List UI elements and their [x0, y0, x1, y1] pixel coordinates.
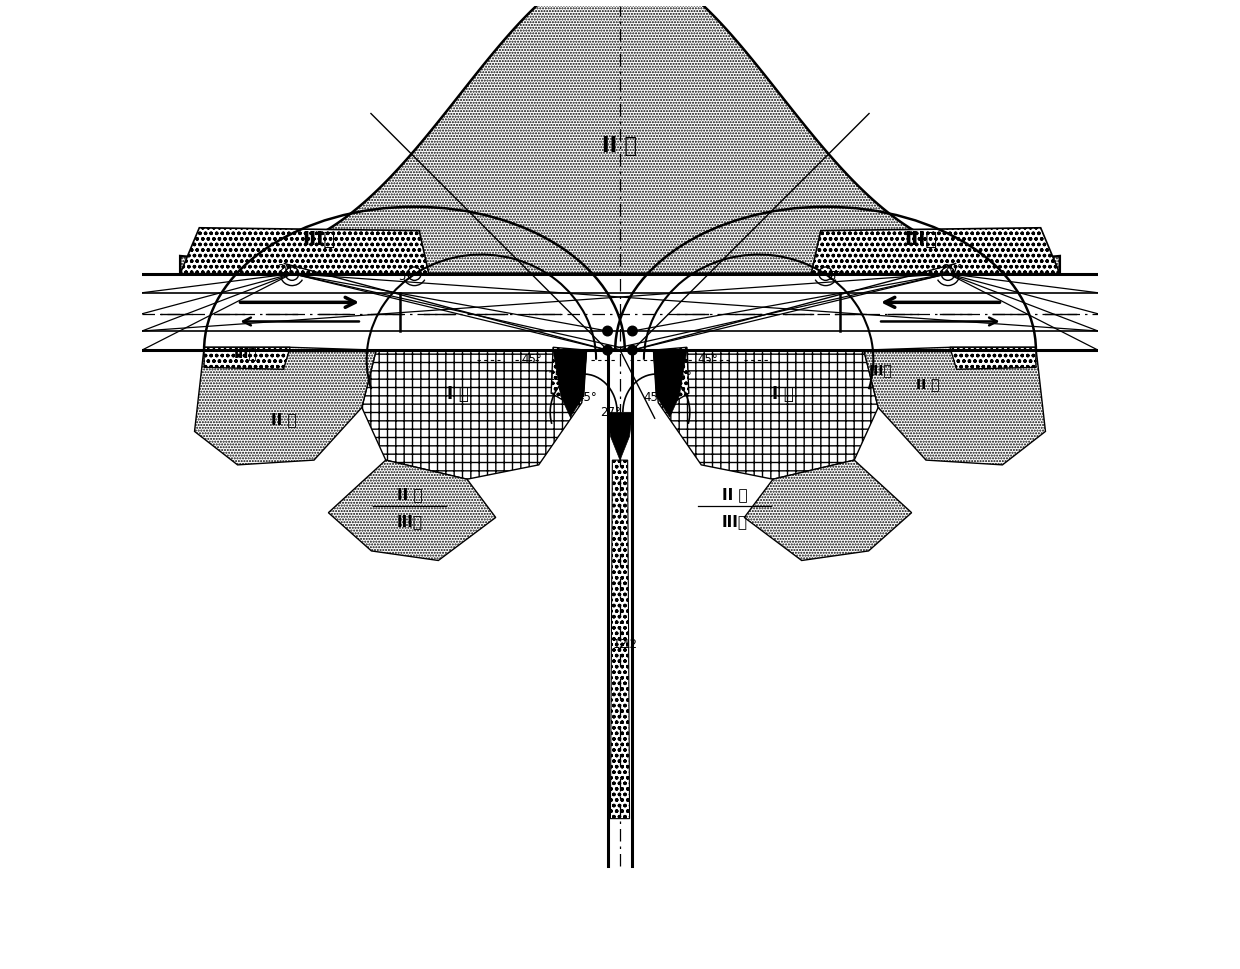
Text: 12: 12 — [613, 637, 627, 650]
Polygon shape — [653, 351, 687, 418]
Text: 5°: 5° — [828, 270, 842, 283]
Text: III级: III级 — [233, 346, 257, 359]
Polygon shape — [551, 348, 587, 403]
Text: II 级: II 级 — [916, 377, 940, 391]
Text: 45°: 45° — [577, 391, 596, 403]
Text: 45°: 45° — [522, 353, 542, 365]
Polygon shape — [205, 348, 290, 370]
Text: II 级: II 级 — [603, 136, 637, 155]
Text: III级: III级 — [868, 363, 893, 377]
Polygon shape — [195, 348, 376, 465]
Polygon shape — [180, 229, 429, 274]
Polygon shape — [180, 0, 1060, 274]
Text: 20°: 20° — [942, 263, 963, 275]
Polygon shape — [610, 460, 630, 819]
Text: II 级: II 级 — [270, 412, 296, 427]
Text: 20°: 20° — [277, 263, 298, 275]
Text: II 级: II 级 — [722, 486, 748, 502]
Polygon shape — [362, 351, 587, 480]
Polygon shape — [553, 351, 587, 418]
Text: III级: III级 — [397, 514, 423, 528]
Text: 5°: 5° — [398, 270, 412, 283]
Polygon shape — [653, 351, 878, 480]
Text: III级: III级 — [303, 230, 335, 248]
Text: II 级: II 级 — [397, 486, 423, 502]
Polygon shape — [864, 348, 1045, 465]
Circle shape — [627, 327, 637, 336]
Polygon shape — [329, 460, 496, 561]
Text: 45°: 45° — [644, 391, 663, 403]
Text: I 级: I 级 — [771, 385, 794, 403]
Polygon shape — [950, 348, 1035, 370]
Text: I 级: I 级 — [446, 385, 469, 403]
Text: 27°: 27° — [600, 406, 621, 419]
Text: III级: III级 — [722, 514, 748, 528]
Text: 15°: 15° — [548, 369, 568, 383]
Polygon shape — [811, 229, 1060, 274]
Circle shape — [603, 327, 613, 336]
Circle shape — [627, 346, 637, 356]
Text: 45°: 45° — [698, 353, 718, 365]
Text: 12: 12 — [622, 637, 637, 650]
Text: 15°: 15° — [672, 369, 692, 383]
Circle shape — [603, 346, 613, 356]
Text: III级: III级 — [905, 230, 937, 248]
Polygon shape — [608, 413, 632, 460]
Polygon shape — [744, 460, 911, 561]
Polygon shape — [653, 348, 689, 403]
